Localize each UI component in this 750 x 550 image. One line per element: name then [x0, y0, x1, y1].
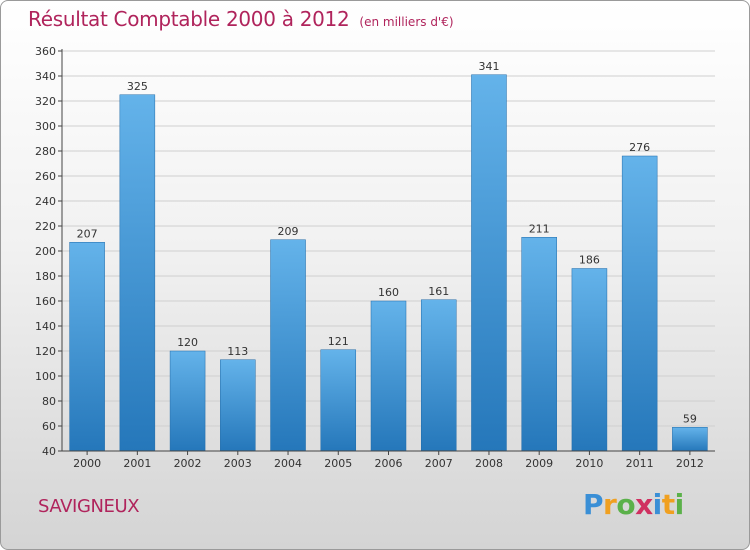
data-label: 211	[529, 222, 550, 235]
y-tick-label: 60	[42, 420, 56, 433]
bar-2009	[521, 237, 557, 452]
x-tick-label: 2001	[123, 457, 151, 470]
y-tick-label: 160	[35, 295, 56, 308]
data-label: 161	[428, 285, 449, 298]
y-tick-label: 340	[35, 70, 56, 83]
y-tick-label: 240	[35, 195, 56, 208]
bar-2011	[621, 155, 658, 452]
x-tick-label: 2012	[676, 457, 704, 470]
data-label: 59	[683, 412, 697, 425]
logo-letter: o	[616, 488, 636, 521]
data-label: 120	[177, 336, 198, 349]
chart-title: Résultat Comptable 2000 à 2012 (en millie…	[28, 7, 454, 31]
axes	[58, 49, 715, 455]
data-label: 276	[629, 141, 650, 154]
bar-2010	[571, 268, 608, 452]
data-label: 160	[378, 286, 399, 299]
bar-2002	[169, 350, 206, 452]
logo-letter: i	[674, 488, 685, 521]
data-label: 341	[478, 60, 499, 73]
x-tick-label: 2009	[525, 457, 553, 470]
y-tick-label: 120	[35, 345, 56, 358]
data-label: 113	[227, 345, 248, 358]
bars	[69, 74, 708, 452]
y-tick-label: 180	[35, 270, 56, 283]
bar-2012	[672, 427, 708, 452]
proxiti-logo: Proxiti	[583, 488, 684, 521]
data-label: 325	[127, 80, 148, 93]
y-tick-label: 80	[42, 395, 56, 408]
x-tick-label: 2010	[575, 457, 603, 470]
x-tick-label: 2003	[224, 457, 252, 470]
x-tick-label: 2005	[324, 457, 352, 470]
y-tick-label: 260	[35, 170, 56, 183]
data-label: 186	[579, 254, 600, 267]
bar-2008	[471, 74, 507, 452]
city-name: SAVIGNEUX	[38, 496, 140, 517]
x-tick-label: 2002	[174, 457, 202, 470]
bar-2001	[119, 94, 156, 452]
bar-2004	[270, 239, 306, 452]
x-tick-label: 2006	[375, 457, 403, 470]
y-tick-label: 40	[42, 445, 56, 458]
y-tick-label: 300	[35, 120, 56, 133]
bar-2000	[69, 242, 105, 452]
x-tick-label: 2000	[73, 457, 101, 470]
chart-subtitle: (en milliers d'€)	[359, 15, 454, 29]
y-tick-label: 220	[35, 220, 56, 233]
bar-2006	[370, 300, 407, 452]
labels: 40 60 80 100 120 140 160 180 200 220 240 260 280 300 3…	[35, 45, 704, 470]
logo-letter: x	[635, 488, 653, 521]
bar-2007	[420, 299, 457, 452]
x-tick-label: 2008	[475, 457, 503, 470]
logo-letter: i	[652, 488, 663, 521]
y-tick-label: 100	[35, 370, 56, 383]
logo-letter: P	[583, 488, 604, 521]
bar-2005	[320, 349, 357, 452]
data-label: 121	[328, 335, 349, 348]
data-label: 207	[77, 227, 98, 240]
logo-letter: r	[603, 488, 617, 521]
y-tick-label: 200	[35, 245, 56, 258]
bar-2003	[220, 359, 256, 452]
y-tick-label: 320	[35, 95, 56, 108]
y-tick-label: 140	[35, 320, 56, 333]
x-tick-label: 2011	[626, 457, 654, 470]
chart-title-main: Résultat Comptable 2000 à 2012	[28, 7, 350, 31]
y-tick-label: 360	[35, 45, 56, 58]
y-tick-label: 280	[35, 145, 56, 158]
x-tick-label: 2007	[425, 457, 453, 470]
x-tick-label: 2004	[274, 457, 302, 470]
logo-letter: t	[661, 488, 675, 521]
data-label: 209	[278, 225, 299, 238]
